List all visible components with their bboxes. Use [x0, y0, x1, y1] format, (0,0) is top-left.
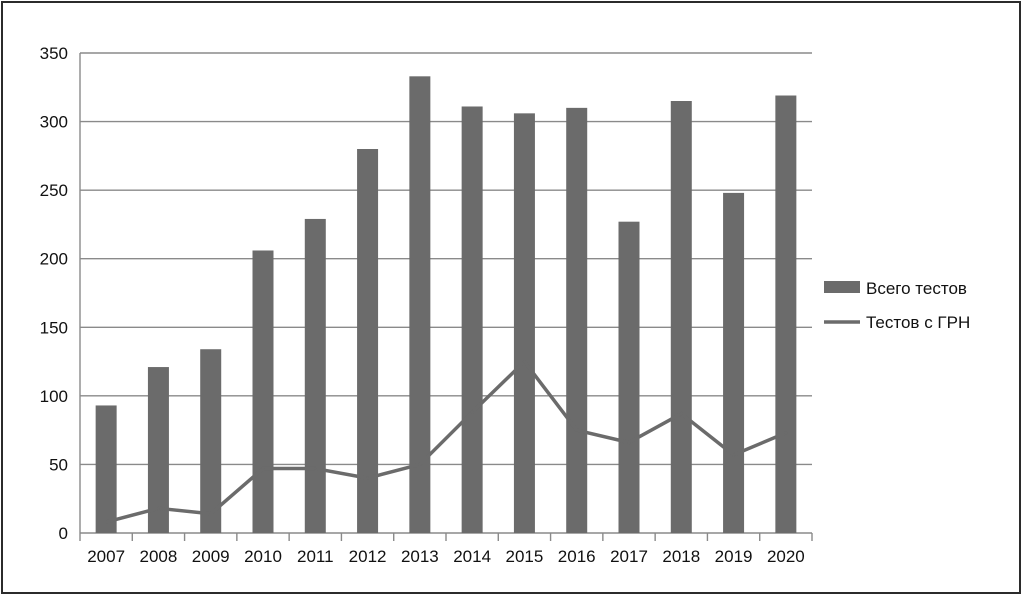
bar-2011	[304, 218, 326, 533]
bar-2020	[775, 95, 797, 533]
x-tick-label: 2007	[87, 547, 125, 566]
gridlines	[80, 52, 812, 534]
x-tick-label: 2017	[610, 547, 648, 566]
x-tick-label: 2008	[140, 547, 178, 566]
line-point-2020	[784, 431, 788, 435]
bar-2007	[95, 405, 117, 533]
bar-2018	[670, 101, 692, 533]
bar-2008	[147, 367, 169, 533]
legend-label-line: Тестов с ГРН	[866, 313, 970, 332]
x-tick-label: 2010	[244, 547, 282, 566]
line-path	[105, 359, 787, 524]
line-point-2013	[418, 462, 422, 466]
line-point-2016	[575, 428, 579, 432]
legend-swatch-bar	[824, 281, 860, 293]
line-point-2015	[522, 360, 526, 364]
y-axis-ticks: 0 50 100 150 200 250 300 350	[40, 44, 68, 543]
bar-2009	[200, 349, 222, 533]
bar-series	[95, 76, 797, 534]
line-point-2018	[679, 412, 683, 416]
y-tick-label: 300	[40, 113, 68, 132]
bar-2013	[409, 76, 431, 534]
y-tick-label: 350	[40, 44, 68, 63]
x-tick-label: 2020	[767, 547, 805, 566]
line-point-2011	[313, 467, 317, 471]
line-point-2017	[627, 440, 631, 444]
bar-2014	[461, 106, 483, 533]
x-tick-label: 2014	[453, 547, 491, 566]
bar-2010	[252, 250, 274, 533]
y-tick-label: 200	[40, 250, 68, 269]
line-point-2012	[366, 476, 370, 480]
line-point-2019	[732, 453, 736, 457]
bar-2016	[566, 107, 588, 533]
line-point-2007	[104, 520, 108, 524]
y-tick-label: 0	[59, 524, 68, 543]
y-tick-label: 150	[40, 318, 68, 337]
x-axis: 2007 2008 2009 2010 2011 2012 2013 2014 2015 2016…	[79, 53, 813, 566]
x-tick-label: 2012	[349, 547, 387, 566]
bar-2019	[723, 192, 745, 533]
bar-2015	[513, 113, 535, 533]
x-tick-label: 2015	[506, 547, 544, 566]
x-tick-label: 2013	[401, 547, 439, 566]
legend: Всего тестов Тестов с ГРН	[824, 279, 970, 332]
line-point-2008	[156, 506, 160, 510]
legend-label-bar: Всего тестов	[866, 279, 967, 298]
x-tick-label: 2016	[558, 547, 596, 566]
bar-2012	[357, 149, 379, 533]
y-tick-label: 250	[40, 181, 68, 200]
y-tick-label: 100	[40, 387, 68, 406]
line-point-2014	[470, 410, 474, 414]
y-tick-label: 50	[49, 455, 68, 474]
line-series	[104, 359, 788, 524]
line-point-2010	[261, 467, 265, 471]
x-tick-label: 2011	[297, 547, 334, 566]
x-tick-label: 2019	[715, 547, 753, 566]
x-tick-label: 2009	[192, 547, 230, 566]
x-tick-label: 2018	[662, 547, 700, 566]
bar-2017	[618, 221, 640, 533]
line-point-2009	[209, 512, 213, 516]
